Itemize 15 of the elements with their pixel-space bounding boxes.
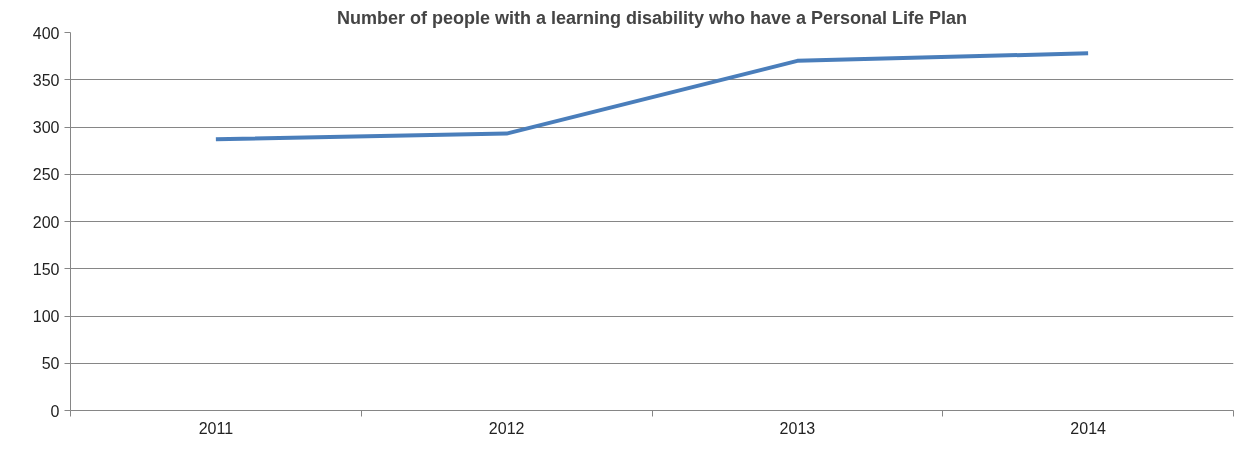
y-tick-label: 50 [41,355,60,373]
y-tick-label: 200 [32,213,60,231]
x-tick-label: 2014 [1070,419,1107,437]
y-tick-label: 150 [32,260,60,278]
y-tick-label: 300 [32,119,60,136]
y-tick-label: 100 [32,308,60,325]
line-series [213,51,1091,142]
x-tick-label: 2011 [198,419,234,437]
x-tick-label: 2012 [488,419,525,437]
y-tick-label: 0 [50,402,60,420]
y-tick-label: 350 [32,71,60,89]
chart-title: Number of people with a learning disability who have a Personal Life Plan [336,7,968,28]
y-tick-label: 400 [32,24,60,42]
x-tick-label: 2013 [779,419,816,437]
y-tick-label: 250 [32,166,60,184]
